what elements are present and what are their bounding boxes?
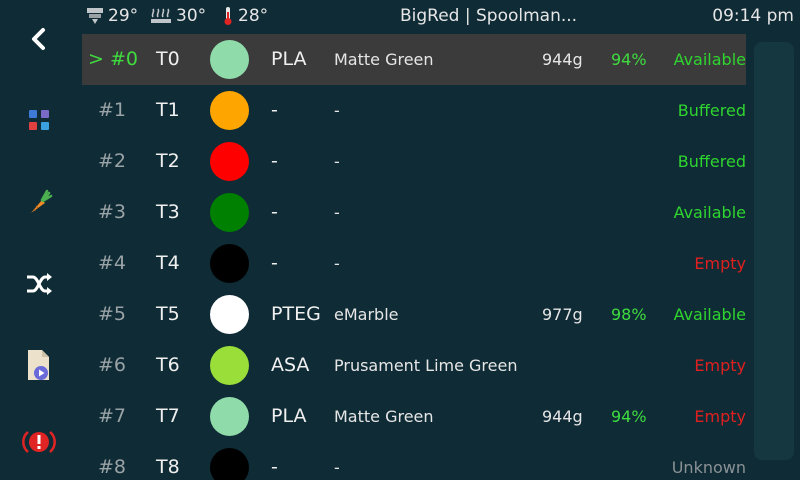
nozzle-temp[interactable]: 29°	[86, 6, 138, 26]
bed-temp[interactable]: 30°	[150, 6, 206, 26]
spool-name: -	[334, 254, 340, 273]
gate-status: Available	[673, 305, 746, 324]
spool-color-swatch	[210, 397, 249, 436]
material-label: -	[271, 99, 278, 121]
gate-number: #8	[98, 456, 127, 478]
printer-title: BigRed | Spoolman...	[400, 6, 578, 26]
spool-weight: 944g	[542, 50, 583, 69]
gate-status: Available	[673, 203, 746, 222]
spool-color-swatch	[210, 40, 249, 79]
gate-list: > #0 T0 PLA Matte Green 944g 94% Available #1 T1…	[82, 34, 746, 480]
spool-percent: 94%	[611, 50, 647, 69]
gate-row[interactable]: #8 T8 - - Unknown	[82, 442, 746, 480]
apps-button[interactable]	[14, 98, 64, 142]
tool-label: T7	[156, 405, 180, 427]
spool-color-swatch	[210, 142, 249, 181]
gate-status: Unknown	[671, 458, 746, 477]
gate-number: #1	[98, 99, 127, 121]
remap-button[interactable]	[14, 262, 64, 306]
gate-number: #2	[98, 150, 127, 172]
gate-row[interactable]: #5 T5 PTEG eMarble 977g 98% Available	[82, 289, 746, 340]
gate-status: Empty	[694, 407, 746, 426]
tool-label: T1	[156, 99, 180, 121]
apps-grid-icon	[27, 108, 51, 132]
material-label: PTEG	[271, 303, 321, 325]
gate-number: #6	[98, 354, 127, 376]
spool-name: -	[334, 101, 340, 120]
gate-row[interactable]: #3 T3 - - Available	[82, 187, 746, 238]
thermometer-icon	[222, 6, 234, 26]
material-label: PLA	[271, 405, 307, 427]
shuffle-icon	[25, 271, 53, 297]
carrot-icon	[25, 188, 53, 216]
spool-color-swatch	[210, 244, 249, 283]
extruder-icon	[86, 7, 104, 25]
spool-percent: 94%	[611, 407, 647, 426]
material-label: -	[271, 201, 278, 223]
gate-number: #3	[98, 201, 127, 223]
gate-number: #7	[98, 405, 127, 427]
spool-name: Matte Green	[334, 407, 434, 426]
spool-name: Prusament Lime Green	[334, 356, 518, 375]
tool-label: T5	[156, 303, 180, 325]
gate-row[interactable]: #4 T4 - - Empty	[82, 238, 746, 289]
clock: 09:14 pm	[712, 6, 794, 26]
print-file-button[interactable]	[14, 343, 64, 387]
spool-weight: 977g	[542, 305, 583, 324]
chamber-temp[interactable]: 28°	[222, 6, 268, 26]
material-label: PLA	[271, 48, 307, 70]
spool-weight: 944g	[542, 407, 583, 426]
spool-name: Matte Green	[334, 50, 434, 69]
material-label: -	[271, 252, 278, 274]
gate-number: > #0	[88, 48, 138, 70]
scrollbar[interactable]	[754, 42, 794, 460]
emergency-stop-button[interactable]	[14, 420, 64, 464]
gate-row[interactable]: #1 T1 - - Buffered	[82, 85, 746, 136]
gate-status: Empty	[694, 356, 746, 375]
material-label: -	[271, 150, 278, 172]
gate-status: Buffered	[677, 101, 746, 120]
spool-name: -	[334, 203, 340, 222]
spool-color-swatch	[210, 295, 249, 334]
tool-label: T3	[156, 201, 180, 223]
back-icon	[27, 27, 51, 51]
tool-label: T2	[156, 150, 180, 172]
gate-status: Empty	[694, 254, 746, 273]
spool-name: eMarble	[334, 305, 399, 324]
spool-color-swatch	[210, 193, 249, 232]
gcode-file-icon	[25, 349, 53, 381]
spoolman-button[interactable]	[14, 180, 64, 224]
spool-color-swatch	[210, 91, 249, 130]
gate-number: #5	[98, 303, 127, 325]
spool-color-swatch	[210, 448, 249, 480]
gate-row[interactable]: > #0 T0 PLA Matte Green 944g 94% Available	[82, 34, 746, 85]
gate-row[interactable]: #7 T7 PLA Matte Green 944g 94% Empty	[82, 391, 746, 442]
tool-label: T6	[156, 354, 180, 376]
heated-bed-icon	[150, 7, 172, 25]
chamber-temp-value: 28°	[238, 6, 269, 26]
gate-status: Available	[673, 50, 746, 69]
gate-row[interactable]: #2 T2 - - Buffered	[82, 136, 746, 187]
tool-label: T0	[156, 48, 180, 70]
sidebar	[0, 0, 78, 480]
spool-color-swatch	[210, 346, 249, 385]
gate-number: #4	[98, 252, 127, 274]
status-bar: 29° 30° 28° BigRed | Spoolman... 09:	[78, 0, 800, 34]
material-label: ASA	[271, 354, 310, 376]
bed-temp-value: 30°	[176, 6, 207, 26]
spool-name: -	[334, 458, 340, 477]
gate-status: Buffered	[677, 152, 746, 171]
material-label: -	[271, 456, 278, 478]
back-button[interactable]	[14, 17, 64, 61]
gate-row[interactable]: #6 T6 ASA Prusament Lime Green Empty	[82, 340, 746, 391]
spool-percent: 98%	[611, 305, 647, 324]
emergency-stop-icon	[22, 427, 56, 457]
tool-label: T4	[156, 252, 180, 274]
spool-name: -	[334, 152, 340, 171]
tool-label: T8	[156, 456, 180, 478]
nozzle-temp-value: 29°	[108, 6, 139, 26]
